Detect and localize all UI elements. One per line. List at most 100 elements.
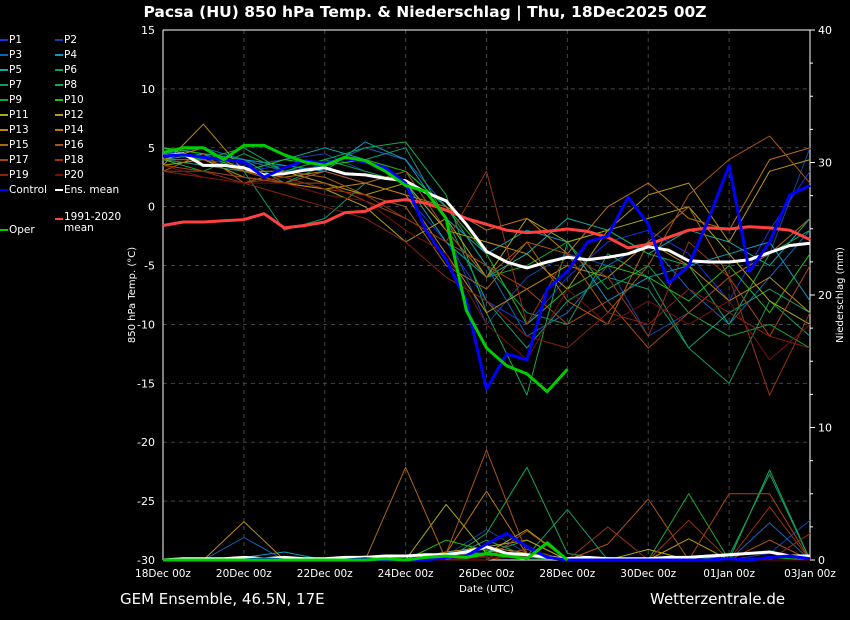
legend-swatch bbox=[55, 99, 63, 101]
legend-swatch bbox=[55, 69, 63, 71]
legend-item: P9 bbox=[0, 93, 22, 108]
chart-title: Pacsa (HU) 850 hPa Temp. & Niederschlag … bbox=[143, 3, 707, 21]
legend-swatch bbox=[0, 144, 8, 146]
legend-swatch bbox=[0, 159, 8, 161]
legend-swatch bbox=[0, 69, 8, 71]
legend-label: P14 bbox=[64, 124, 84, 136]
member-temp-line-P10 bbox=[162, 147, 811, 325]
legend-swatch bbox=[0, 99, 8, 101]
legend-label: P9 bbox=[9, 94, 23, 106]
legend-item: P13 bbox=[0, 123, 29, 138]
legend-label: Oper bbox=[9, 224, 35, 236]
x-tick-label: 20Dec 00z bbox=[216, 568, 272, 580]
legend-label: P2 bbox=[64, 34, 78, 46]
y-axis-label: 850 hPa Temp. (°C) bbox=[127, 247, 138, 343]
legend-label: P10 bbox=[64, 94, 84, 106]
x-tick-label: 30Dec 00z bbox=[620, 568, 676, 580]
legend-swatch bbox=[0, 189, 8, 191]
legend-swatch bbox=[0, 84, 8, 86]
x-axis-label: Date (UTC) bbox=[459, 584, 514, 595]
legend-swatch bbox=[0, 174, 8, 176]
legend-label: P20 bbox=[64, 169, 84, 181]
legend-item: P10 bbox=[55, 93, 84, 108]
legend-label: P13 bbox=[9, 124, 29, 136]
legend-swatch bbox=[55, 54, 63, 56]
legend-swatch bbox=[55, 39, 63, 41]
site-label: Wetterzentrale.de bbox=[650, 590, 786, 608]
legend-swatch bbox=[55, 114, 63, 116]
legend-item: P7 bbox=[0, 78, 22, 93]
legend-item: P4 bbox=[55, 48, 77, 63]
legend-label: P6 bbox=[64, 64, 78, 76]
legend-label: 1991-2020 mean bbox=[64, 211, 122, 234]
legend-item: P1 bbox=[0, 33, 22, 48]
legend-item: P14 bbox=[55, 123, 84, 138]
legend-item: P5 bbox=[0, 63, 22, 78]
y2-tick-label: 0 bbox=[818, 554, 825, 567]
x-tick-label: 24Dec 00z bbox=[378, 568, 434, 580]
legend-swatch bbox=[55, 129, 63, 131]
legend-item: P11 bbox=[0, 108, 29, 123]
legend-swatch bbox=[55, 144, 63, 146]
member-temp-line-P12 bbox=[162, 147, 811, 290]
y2-axis-label: Niederschlag (mm) bbox=[835, 247, 846, 343]
legend-label: P4 bbox=[64, 49, 78, 61]
x-tick-label: 03Jan 00z bbox=[784, 568, 836, 580]
legend-label: Control bbox=[9, 184, 47, 196]
legend-label: P3 bbox=[9, 49, 23, 61]
legend-swatch bbox=[55, 159, 63, 161]
legend-item: Control bbox=[0, 183, 47, 198]
legend-label: P5 bbox=[9, 64, 23, 76]
legend-label: Ens. mean bbox=[64, 184, 120, 196]
member-temp-line-P20 bbox=[162, 164, 811, 361]
legend-swatch bbox=[0, 129, 8, 131]
legend-swatch bbox=[55, 84, 63, 86]
y2-tick-label: 20 bbox=[818, 289, 832, 302]
legend-label: P1 bbox=[9, 34, 23, 46]
temp-line-1991-2020-mean bbox=[162, 198, 811, 250]
legend-label: P8 bbox=[64, 79, 78, 91]
member-temp-line-P18 bbox=[163, 170, 811, 396]
legend-swatch bbox=[0, 39, 8, 41]
temp-line-oper bbox=[162, 143, 569, 394]
y2-tick-label: 30 bbox=[818, 157, 832, 170]
model-label: GEM Ensemble, 46.5N, 17E bbox=[120, 590, 325, 608]
legend-label: P16 bbox=[64, 139, 84, 151]
x-tick-label: 18Dec 00z bbox=[135, 568, 191, 580]
x-tick-label: 28Dec 00z bbox=[539, 568, 595, 580]
legend-item: P12 bbox=[55, 108, 84, 123]
legend-item: P18 bbox=[55, 153, 84, 168]
x-tick-label: 01Jan 00z bbox=[703, 568, 755, 580]
y-tick-label: 0 bbox=[148, 201, 155, 214]
y-tick-label: 5 bbox=[148, 142, 155, 155]
legend-item: Ens. mean bbox=[55, 183, 119, 198]
y-tick-label: -5 bbox=[144, 260, 155, 273]
temp-line-control bbox=[162, 153, 811, 391]
legend-item: P20 bbox=[55, 168, 84, 183]
member-temp-line-P19 bbox=[162, 170, 811, 349]
x-tick-label: 22Dec 00z bbox=[297, 568, 353, 580]
legend-item: P3 bbox=[0, 48, 22, 63]
legend-swatch bbox=[0, 229, 8, 231]
legend-label: P11 bbox=[9, 109, 29, 121]
legend-label: P15 bbox=[9, 139, 29, 151]
legend-swatch bbox=[0, 54, 8, 56]
member-temp-line-P17 bbox=[162, 164, 811, 349]
legend-item: P6 bbox=[55, 63, 77, 78]
y-tick-label: -20 bbox=[137, 436, 155, 449]
legend-swatch bbox=[0, 114, 8, 116]
legend-item: P8 bbox=[55, 78, 77, 93]
y-tick-label: -30 bbox=[137, 554, 155, 567]
x-tick-label: 26Dec 00z bbox=[459, 568, 515, 580]
legend-item: Oper bbox=[0, 223, 35, 238]
legend-label: P18 bbox=[64, 154, 84, 166]
y2-tick-label: 40 bbox=[818, 24, 832, 37]
legend-label: P7 bbox=[9, 79, 23, 91]
y-tick-label: -15 bbox=[137, 377, 155, 390]
legend-label: P12 bbox=[64, 109, 84, 121]
y-tick-label: 15 bbox=[141, 24, 155, 37]
y-tick-label: 10 bbox=[141, 83, 155, 96]
legend-item: 1991-2020 mean bbox=[55, 212, 121, 234]
legend-item: P19 bbox=[0, 168, 29, 183]
